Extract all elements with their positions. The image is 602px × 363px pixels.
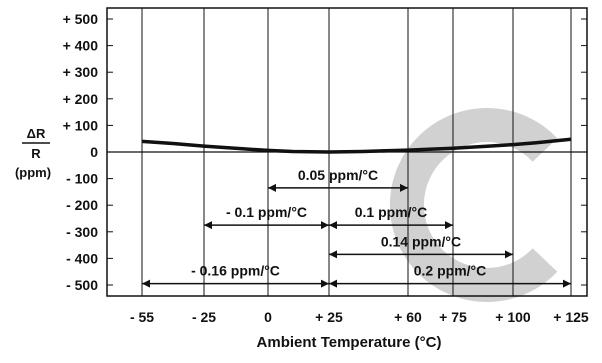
annotation-label: - 0.16 ppm/°C bbox=[191, 263, 280, 279]
annotation-arrowhead-left bbox=[329, 221, 337, 230]
x-axis-label: Ambient Temperature (°C) bbox=[257, 334, 442, 351]
annotation-arrowhead-right bbox=[563, 279, 571, 288]
annotation-arrowhead-right bbox=[321, 221, 329, 230]
y-tick-label: - 200 bbox=[66, 197, 98, 213]
annotation-label: 0.05 ppm/°C bbox=[298, 167, 378, 183]
y-axis-label-numerator: ΔR bbox=[27, 126, 46, 141]
x-tick-label: + 125 bbox=[553, 309, 589, 325]
annotation-arrowhead-left bbox=[329, 250, 337, 259]
y-tick-label: + 400 bbox=[63, 38, 99, 54]
y-tick-label: 0 bbox=[90, 144, 98, 160]
x-tick-label: 0 bbox=[264, 309, 272, 325]
annotation-label: 0.1 ppm/°C bbox=[355, 204, 428, 220]
y-tick-label: - 100 bbox=[66, 171, 98, 187]
x-tick-label: + 75 bbox=[439, 309, 467, 325]
y-tick-label: + 500 bbox=[63, 11, 99, 27]
y-tick-label: + 100 bbox=[63, 117, 99, 133]
annotation-arrowhead-right bbox=[505, 250, 513, 259]
y-tick-label: - 300 bbox=[66, 224, 98, 240]
y-tick-label: - 400 bbox=[66, 250, 98, 266]
y-tick-label: + 300 bbox=[63, 64, 99, 80]
y-axis-label-denominator: R bbox=[31, 146, 41, 161]
x-tick-label: + 60 bbox=[394, 309, 422, 325]
annotation-label: - 0.1 ppm/°C bbox=[226, 204, 307, 220]
x-tick-label: - 55 bbox=[130, 309, 154, 325]
annotation-arrowhead-right bbox=[321, 279, 329, 288]
annotation-label: 0.14 ppm/°C bbox=[381, 233, 461, 249]
annotation-arrowhead-left bbox=[142, 279, 150, 288]
series-curve bbox=[141, 137, 572, 154]
x-tick-label: + 25 bbox=[315, 309, 343, 325]
annotation-arrowhead-left bbox=[329, 279, 337, 288]
annotation-label: 0.2 ppm/°C bbox=[414, 263, 487, 279]
y-axis-label-unit: (ppm) bbox=[15, 165, 51, 180]
annotation-arrowhead-left bbox=[204, 221, 212, 230]
y-tick-label: + 200 bbox=[63, 91, 99, 107]
watermark-logo bbox=[389, 108, 558, 302]
annotation-arrowhead-right bbox=[445, 221, 453, 230]
annotation-arrowhead-right bbox=[400, 183, 408, 192]
x-tick-label: - 25 bbox=[192, 309, 216, 325]
x-tick-label: + 100 bbox=[495, 309, 531, 325]
annotation-arrowhead-left bbox=[268, 183, 276, 192]
y-tick-label: - 500 bbox=[66, 277, 98, 293]
